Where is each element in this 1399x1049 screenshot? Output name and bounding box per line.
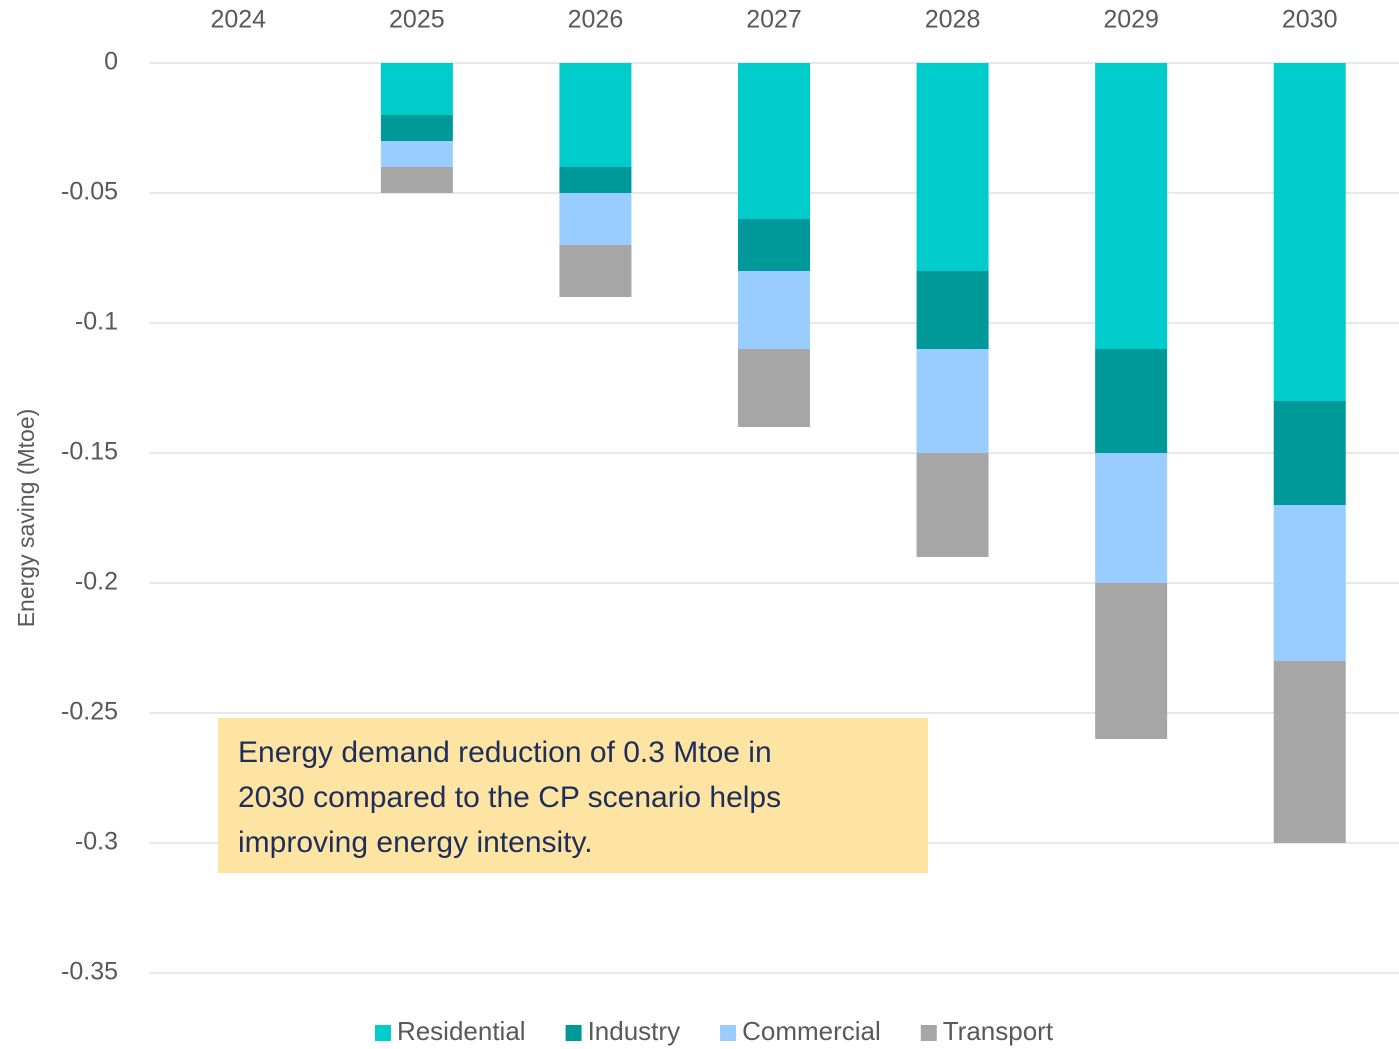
bar-segment xyxy=(380,115,453,141)
legend-swatch xyxy=(565,1025,582,1041)
x-tick-label: 2024 xyxy=(210,6,266,34)
annotation-text: 2030 compared to the CP scenario helps xyxy=(238,781,781,814)
bar-segment xyxy=(380,167,453,193)
y-axis-label: Energy saving (Mtoe) xyxy=(13,409,39,628)
legend-item: Residential xyxy=(374,1016,526,1046)
y-tick-label: -0.35 xyxy=(61,958,118,986)
bar-segment xyxy=(916,63,989,271)
bar-segment xyxy=(916,271,989,349)
bar-segment xyxy=(559,167,632,193)
bar-segment xyxy=(738,219,810,271)
y-tick-label: -0.15 xyxy=(61,438,118,466)
x-tick-label: 2030 xyxy=(1282,6,1338,34)
bar-segment xyxy=(1095,583,1168,739)
y-tick-label: -0.05 xyxy=(61,178,118,206)
legend-swatch xyxy=(374,1025,391,1041)
bar-segment xyxy=(559,193,632,245)
bar-segment xyxy=(1095,349,1168,453)
x-tick-label: 2027 xyxy=(746,6,802,34)
x-tick-label: 2026 xyxy=(568,6,624,34)
legend-swatch xyxy=(920,1025,937,1041)
legend-item: Industry xyxy=(565,1016,681,1046)
x-tick-label: 2025 xyxy=(389,6,445,34)
bar-segment xyxy=(1273,401,1346,505)
y-tick-label: -0.1 xyxy=(75,308,118,336)
y-tick-label: 0 xyxy=(104,48,118,76)
x-tick-label: 2028 xyxy=(925,6,981,34)
legend-item: Transport xyxy=(920,1016,1054,1046)
annotation-box xyxy=(218,718,928,873)
bar-segment xyxy=(916,453,989,557)
bar-segment xyxy=(559,245,632,297)
bar-segment xyxy=(1273,63,1346,401)
legend-label: Transport xyxy=(943,1016,1054,1046)
y-tick-label: -0.3 xyxy=(75,828,118,856)
legend-label: Commercial xyxy=(742,1016,881,1046)
x-tick-label: 2029 xyxy=(1103,6,1159,34)
y-tick-label: -0.2 xyxy=(75,568,118,596)
bar-segment xyxy=(916,349,989,453)
bar-segment xyxy=(1095,453,1168,583)
bar-segment xyxy=(738,63,810,219)
legend-label: Residential xyxy=(397,1016,526,1046)
legend-label: Industry xyxy=(588,1016,681,1046)
bar-segment xyxy=(1273,505,1346,661)
annotation-text: improving energy intensity. xyxy=(238,826,593,859)
legend-swatch xyxy=(720,1025,737,1041)
bar-segment xyxy=(738,271,810,349)
bar-segment xyxy=(380,63,453,115)
bar-segment xyxy=(559,63,632,167)
annotation-text: Energy demand reduction of 0.3 Mtoe in xyxy=(238,736,772,769)
bar-segment xyxy=(1273,661,1346,843)
legend-item: Commercial xyxy=(720,1016,881,1046)
bar-segment xyxy=(738,349,810,427)
bar-segment xyxy=(380,141,453,167)
y-tick-label: -0.25 xyxy=(61,698,118,726)
bar-segment xyxy=(1095,63,1168,349)
